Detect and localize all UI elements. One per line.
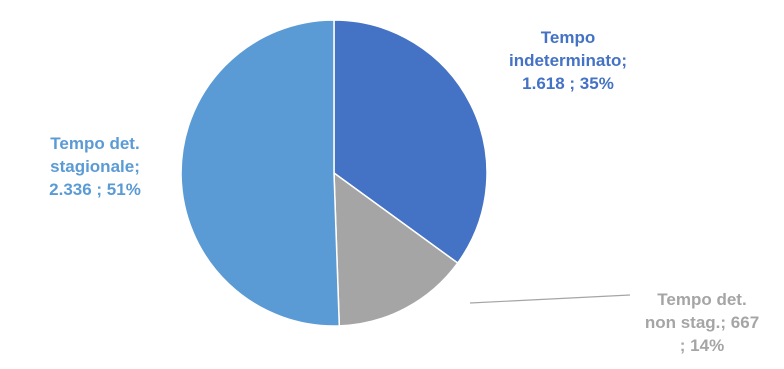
slice-label-line: indeterminato; [508, 51, 628, 70]
slice-label-tempo-det-stagionale: Tempo det. stagionale; 2.336 ; 51% [10, 132, 180, 201]
slice-label-line: 2.336 ; 51% [49, 180, 141, 199]
pie-slice-tempo-det-stagionale [180, 19, 341, 327]
pie-slices [180, 19, 488, 327]
slice-label-line: Tempo det. [657, 290, 747, 309]
slice-label-line: 1.618 ; 35% [522, 74, 614, 93]
slice-label-leader-line [469, 294, 631, 304]
slice-label-tempo-indeterminato: Tempo indeterminato; 1.618 ; 35% [478, 26, 658, 95]
slice-label-line: Tempo [540, 28, 596, 47]
slice-label-line: stagionale; [50, 157, 140, 176]
slice-label-line: Tempo det. [50, 134, 140, 153]
pie-slice-tempo-det-non-stag [333, 171, 459, 327]
slice-label-line: ; 14% [679, 336, 725, 355]
slice-label-tempo-det-non-stag: Tempo det. non stag.; 667 ; 14% [612, 288, 784, 357]
slice-label-line: non stag.; 667 [644, 313, 760, 332]
pie-slice-tempo-indeterminato [333, 19, 488, 265]
